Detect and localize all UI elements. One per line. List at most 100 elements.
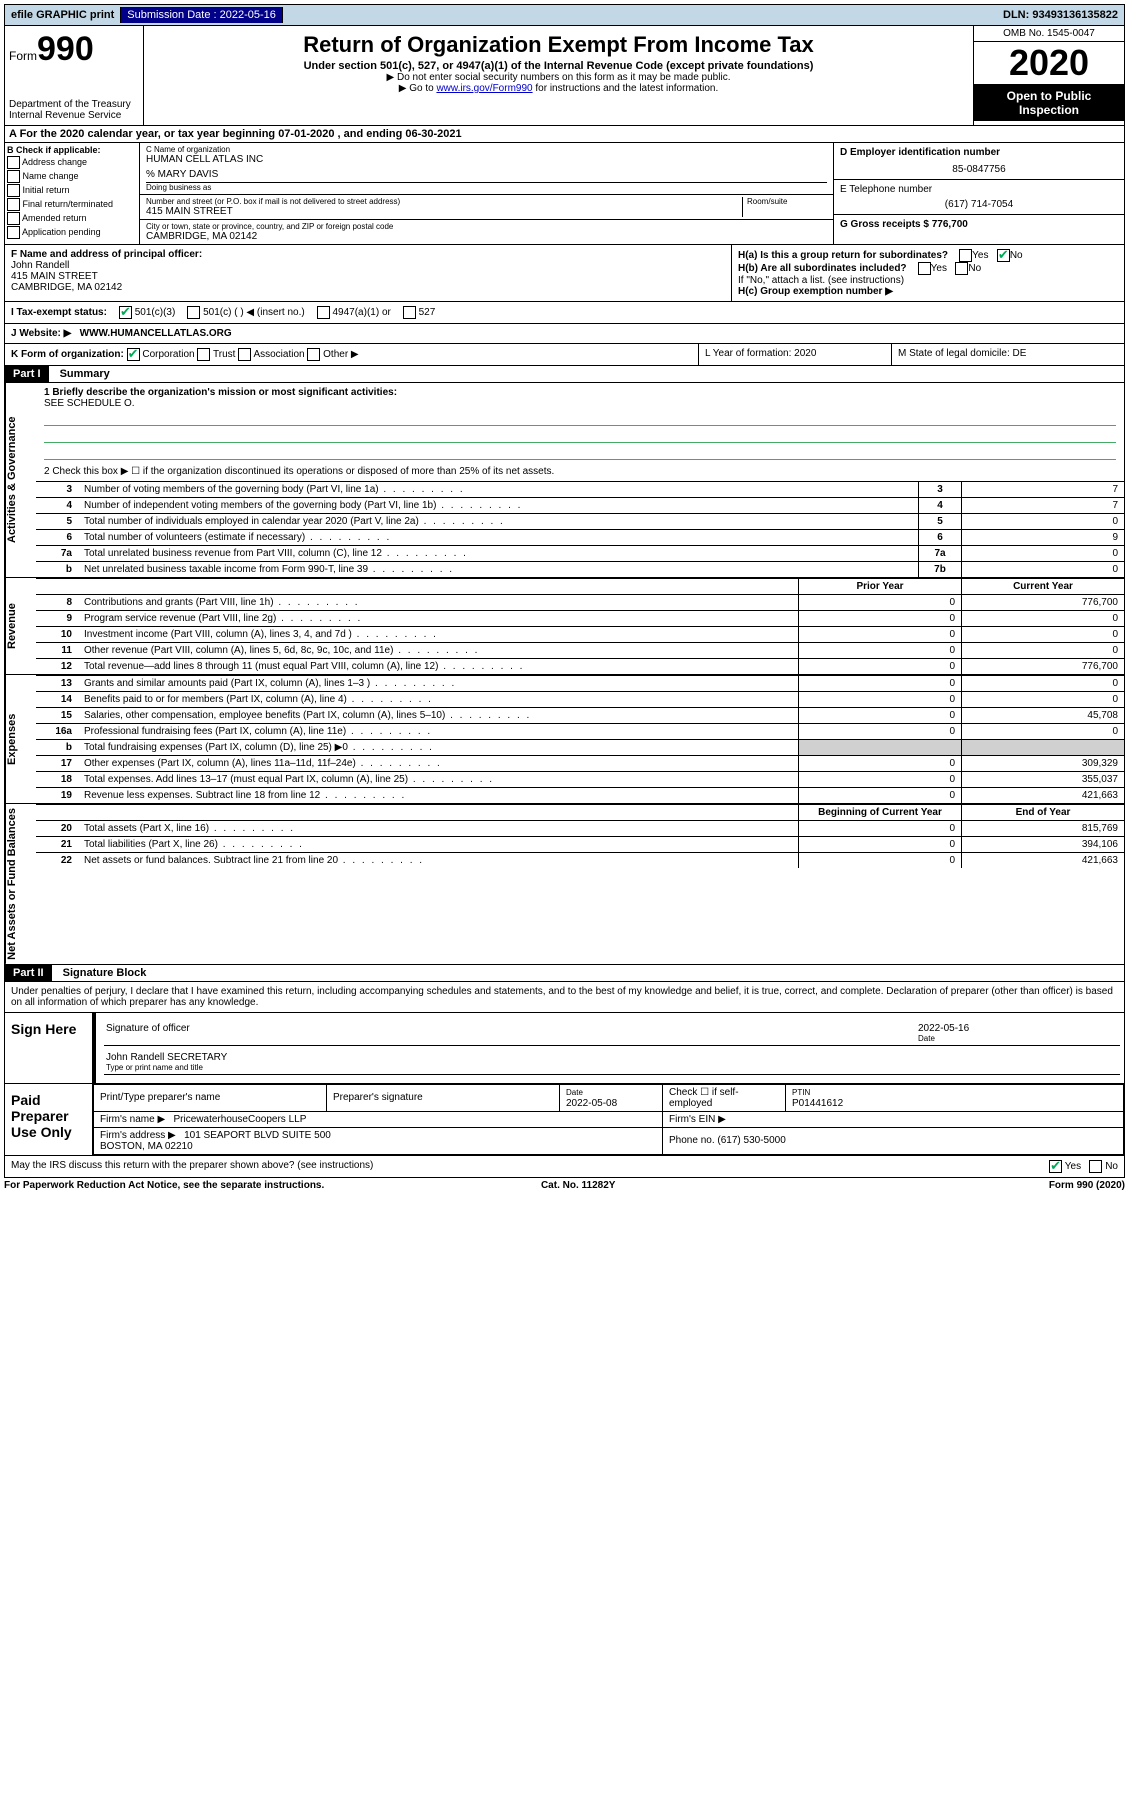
table-governance: 3 Number of voting members of the govern… [36,481,1124,577]
instructions-link[interactable]: www.irs.gov/Form990 [436,83,532,94]
discuss-no[interactable] [1089,1160,1102,1173]
officer-name: John Randell [11,260,725,271]
form-note-2: ▶ Go to www.irs.gov/Form990 for instruct… [148,83,969,94]
section-expenses: Expenses 13 Grants and similar amounts p… [4,675,1125,804]
submission-date: Submission Date : 2022-05-16 [121,7,283,23]
row-a-tax-year: A For the 2020 calendar year, or tax yea… [4,126,1125,143]
ein-label: D Employer identification number [840,147,1118,158]
table-revenue: Prior YearCurrent Year8 Contributions an… [36,578,1124,674]
footer-left: For Paperwork Reduction Act Notice, see … [4,1180,324,1191]
form-header: Form990 Department of the Treasury Inter… [4,26,1125,126]
cb-501c3[interactable]: 501(c)(3) [119,306,175,319]
tax-status-row: I Tax-exempt status: 501(c)(3) 501(c) ( … [4,302,1125,324]
sig-name-label: Type or print name and title [106,1063,1118,1072]
part-2-title: Signature Block [55,965,155,981]
ptin: P01441612 [792,1098,843,1109]
q1-value: SEE SCHEDULE O. [44,398,1116,409]
dept-treasury: Department of the Treasury Internal Reve… [9,99,139,121]
paid-preparer-label: Paid Preparer Use Only [5,1084,93,1155]
cb-initial-return[interactable]: Initial return [7,184,137,197]
hc-row: H(c) Group exemption number ▶ [738,286,1118,297]
omb-number: OMB No. 1545-0047 [974,26,1124,42]
prep-date: 2022-05-08 [566,1098,617,1109]
ein: 85-0847756 [840,164,1118,175]
addr-label: Number and street (or P.O. box if mail i… [146,197,742,206]
form-title: Return of Organization Exempt From Incom… [148,32,969,58]
sign-here-row: Sign Here Signature of officer 2022-05-1… [4,1013,1125,1084]
part-1-title: Summary [52,366,118,382]
cb-4947[interactable]: 4947(a)(1) or [317,306,391,319]
org-name: HUMAN CELL ATLAS INC [146,154,827,165]
cb-corp[interactable]: Corporation [127,349,195,360]
efile-label[interactable]: efile GRAPHIC print [5,7,121,23]
ha-row: H(a) Is this a group return for subordin… [738,249,1118,262]
dba-label: Doing business as [146,182,827,192]
cb-final-return[interactable]: Final return/terminated [7,198,137,211]
cb-527[interactable]: 527 [403,306,435,319]
gross-receipts: G Gross receipts $ 776,700 [840,219,1118,230]
part-2-bar: Part II Signature Block [4,965,1125,982]
part-1-header: Part I [5,366,49,382]
footer-mid: Cat. No. 11282Y [541,1180,615,1191]
status-label: I Tax-exempt status: [11,307,107,318]
section-revenue: Revenue Prior YearCurrent Year8 Contribu… [4,578,1125,675]
table-net-assets: Beginning of Current YearEnd of Year20 T… [36,804,1124,868]
date-label: Date [918,1034,1118,1043]
top-bar: efile GRAPHIC print Submission Date : 20… [4,4,1125,26]
k-l-m-row: K Form of organization: Corporation Trus… [4,344,1125,366]
side-revenue: Revenue [5,578,36,674]
form-subtitle: Under section 501(c), 527, or 4947(a)(1)… [148,60,969,72]
discuss-row: May the IRS discuss this return with the… [4,1156,1125,1178]
sig-date: 2022-05-16 [918,1023,1118,1034]
l-year: L Year of formation: 2020 [699,344,892,365]
part-1-bar: Part I Summary [4,366,1125,383]
footer-right: Form 990 (2020) [1049,1180,1125,1191]
prep-sig-label: Preparer's signature [327,1084,560,1111]
room-label: Room/suite [747,197,827,206]
form-note-1: ▶ Do not enter social security numbers o… [148,72,969,83]
addr: 415 MAIN STREET [146,206,742,217]
cb-address-change[interactable]: Address change [7,156,137,169]
paid-preparer-row: Paid Preparer Use Only Print/Type prepar… [4,1084,1125,1156]
tax-year: 2020 [974,42,1124,85]
tel-label: E Telephone number [840,184,1118,195]
declaration: Under penalties of perjury, I declare th… [4,982,1125,1013]
firm-phone: (617) 530-5000 [717,1135,785,1146]
col-b-label: B Check if applicable: [7,145,137,155]
q1-label: 1 Briefly describe the organization's mi… [44,387,1116,398]
cb-other[interactable]: Other ▶ [307,349,358,360]
footer: For Paperwork Reduction Act Notice, see … [4,1178,1125,1193]
cb-trust[interactable]: Trust [197,349,235,360]
firm-name: PricewaterhouseCoopers LLP [174,1114,307,1125]
f-label: F Name and address of principal officer: [11,249,725,260]
prep-check[interactable]: Check ☐ if self-employed [663,1084,786,1111]
part-2-header: Part II [5,965,52,981]
hb-row: H(b) Are all subordinates included? Yes … [738,262,1118,275]
officer-addr1: 415 MAIN STREET [11,271,725,282]
prep-name-label: Print/Type preparer's name [94,1084,327,1111]
org-name-label: C Name of organization [146,145,827,154]
dln: DLN: 93493136135822 [997,7,1124,23]
officer-addr2: CAMBRIDGE, MA 02142 [11,282,725,293]
m-state: M State of legal domicile: DE [892,344,1124,365]
cb-amended[interactable]: Amended return [7,212,137,225]
website-row: J Website: ▶ WWW.HUMANCELLATLAS.ORG [4,324,1125,344]
org-info-grid: B Check if applicable: Address change Na… [4,143,1125,245]
city-label: City or town, state or province, country… [146,222,827,231]
city: CAMBRIDGE, MA 02142 [146,231,827,242]
table-expenses: 13 Grants and similar amounts paid (Part… [36,675,1124,803]
section-governance: Activities & Governance 1 Briefly descri… [4,383,1125,578]
section-net-assets: Net Assets or Fund Balances Beginning of… [4,804,1125,965]
cb-501c[interactable]: 501(c) ( ) ◀ (insert no.) [187,306,304,319]
discuss-yes[interactable] [1049,1160,1062,1173]
cb-name-change[interactable]: Name change [7,170,137,183]
k-label: K Form of organization: [11,349,124,360]
hb-note: If "No," attach a list. (see instruction… [738,275,1118,286]
sign-here-label: Sign Here [5,1013,93,1083]
sig-name: John Randell SECRETARY [106,1052,1118,1063]
cb-assoc[interactable]: Association [238,349,304,360]
sig-officer-label: Signature of officer [104,1021,916,1045]
cb-app-pending[interactable]: Application pending [7,226,137,239]
q2: 2 Check this box ▶ ☐ if the organization… [44,466,1116,477]
open-public-badge: Open to Public Inspection [974,85,1124,121]
